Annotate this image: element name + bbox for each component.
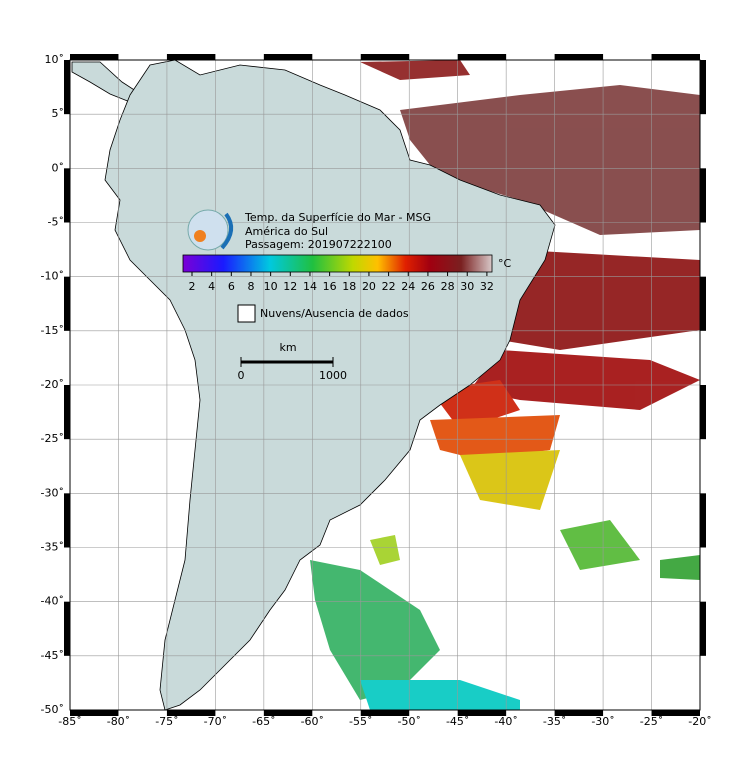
y-tick-label: -35˚	[41, 541, 64, 554]
y-tick-label: 5˚	[52, 107, 65, 120]
frame-segment	[64, 385, 70, 440]
y-tick-label: -10˚	[41, 270, 64, 283]
colorbar-tick-label: 24	[401, 280, 415, 293]
colorbar-tick-label: 4	[208, 280, 215, 293]
frame-segment	[166, 710, 216, 716]
colorbar-tick-label: 14	[303, 280, 317, 293]
x-tick-label: -55˚	[349, 715, 372, 728]
frame-segment	[64, 276, 70, 331]
y-tick-label: -45˚	[41, 649, 64, 662]
frame-segment	[554, 54, 604, 60]
x-tick-label: -85˚	[58, 715, 81, 728]
x-tick-label: -45˚	[446, 715, 469, 728]
graticule	[70, 60, 700, 710]
x-tick-label: -50˚	[397, 715, 420, 728]
x-tick-label: -75˚	[155, 715, 178, 728]
scale-tick-label: 0	[238, 369, 245, 382]
y-tick-label: -30˚	[41, 486, 64, 499]
frame-segment	[360, 54, 410, 60]
colorbar-tick-label: 20	[362, 280, 376, 293]
y-tick-label: -40˚	[41, 595, 64, 608]
colorbar-unit: °C	[498, 257, 512, 270]
colorbar-tick-label: 2	[189, 280, 196, 293]
sst-patches	[310, 60, 700, 710]
y-tick-label: -25˚	[41, 432, 64, 445]
legend-swatch	[237, 304, 256, 323]
x-tick-label: -30˚	[591, 715, 614, 728]
frame-segment	[64, 168, 70, 223]
colorbar	[182, 254, 493, 273]
frame-segment	[263, 54, 313, 60]
frame-segment	[70, 710, 119, 716]
frame-segment	[651, 710, 700, 716]
frame-segment	[457, 54, 507, 60]
colorbar-tick-label: 6	[228, 280, 235, 293]
frame-segment	[700, 168, 706, 223]
frame-segment	[700, 493, 706, 548]
y-tick-label: -20˚	[41, 378, 64, 391]
frame-segment	[554, 710, 604, 716]
frame-bars	[64, 54, 706, 716]
colorbar-tick-label: 32	[480, 280, 494, 293]
frame-segment	[457, 710, 507, 716]
frame-segment	[700, 601, 706, 656]
scale-tick-label: 1000	[319, 369, 347, 382]
frame-segment	[64, 601, 70, 656]
frame-segment	[651, 54, 700, 60]
x-tick-label: -35˚	[543, 715, 566, 728]
colorbar-tick-label: 18	[342, 280, 356, 293]
map-layer	[70, 60, 700, 710]
frame-segment	[700, 385, 706, 440]
x-tick-label: -65˚	[252, 715, 275, 728]
x-tick-label: -80˚	[107, 715, 130, 728]
x-tick-label: -70˚	[204, 715, 227, 728]
x-tick-label: -60˚	[301, 715, 324, 728]
colorbar-tick-label: 22	[382, 280, 396, 293]
colorbar-tick-label: 10	[264, 280, 278, 293]
y-tick-label: -5˚	[48, 216, 64, 229]
frame-segment	[700, 276, 706, 331]
colorbar-ticks: 2 4 6 8 10 12 14 16 18 20 22 24 26 28 30 32	[189, 272, 494, 293]
colorbar-tick-label: 8	[247, 280, 254, 293]
y-tick-label: -15˚	[41, 324, 64, 337]
scale-unit: km	[279, 341, 296, 354]
scale-bar: 0 1000	[238, 357, 347, 382]
frame-segment	[64, 493, 70, 548]
colorbar-tick-label: 26	[421, 280, 435, 293]
title-line: Passagem: 201907222100	[245, 238, 392, 251]
colorbar-tick-label: 30	[460, 280, 474, 293]
y-tick-label: 0˚	[52, 161, 65, 174]
frame-segment	[64, 60, 70, 115]
frame-segment	[166, 54, 216, 60]
colorbar-tick-label: 16	[323, 280, 337, 293]
colorbar-tick-label: 12	[283, 280, 297, 293]
colorbar-tick-label: 28	[441, 280, 455, 293]
x-tick-label: -40˚	[494, 715, 517, 728]
y-tick-label: -50˚	[41, 703, 64, 716]
x-tick-label: -25˚	[640, 715, 663, 728]
frame-segment	[263, 710, 313, 716]
title-line: América do Sul	[245, 225, 328, 238]
logo	[187, 209, 234, 251]
legend-label: Nuvens/Ausencia de dados	[260, 307, 409, 320]
frame-segment	[360, 710, 410, 716]
frame-segment	[70, 54, 119, 60]
x-tick-label: -20˚	[688, 715, 711, 728]
title-line: Temp. da Superfície do Mar - MSG	[244, 211, 431, 224]
frame-segment	[700, 60, 706, 115]
y-tick-label: 10˚	[45, 53, 65, 66]
